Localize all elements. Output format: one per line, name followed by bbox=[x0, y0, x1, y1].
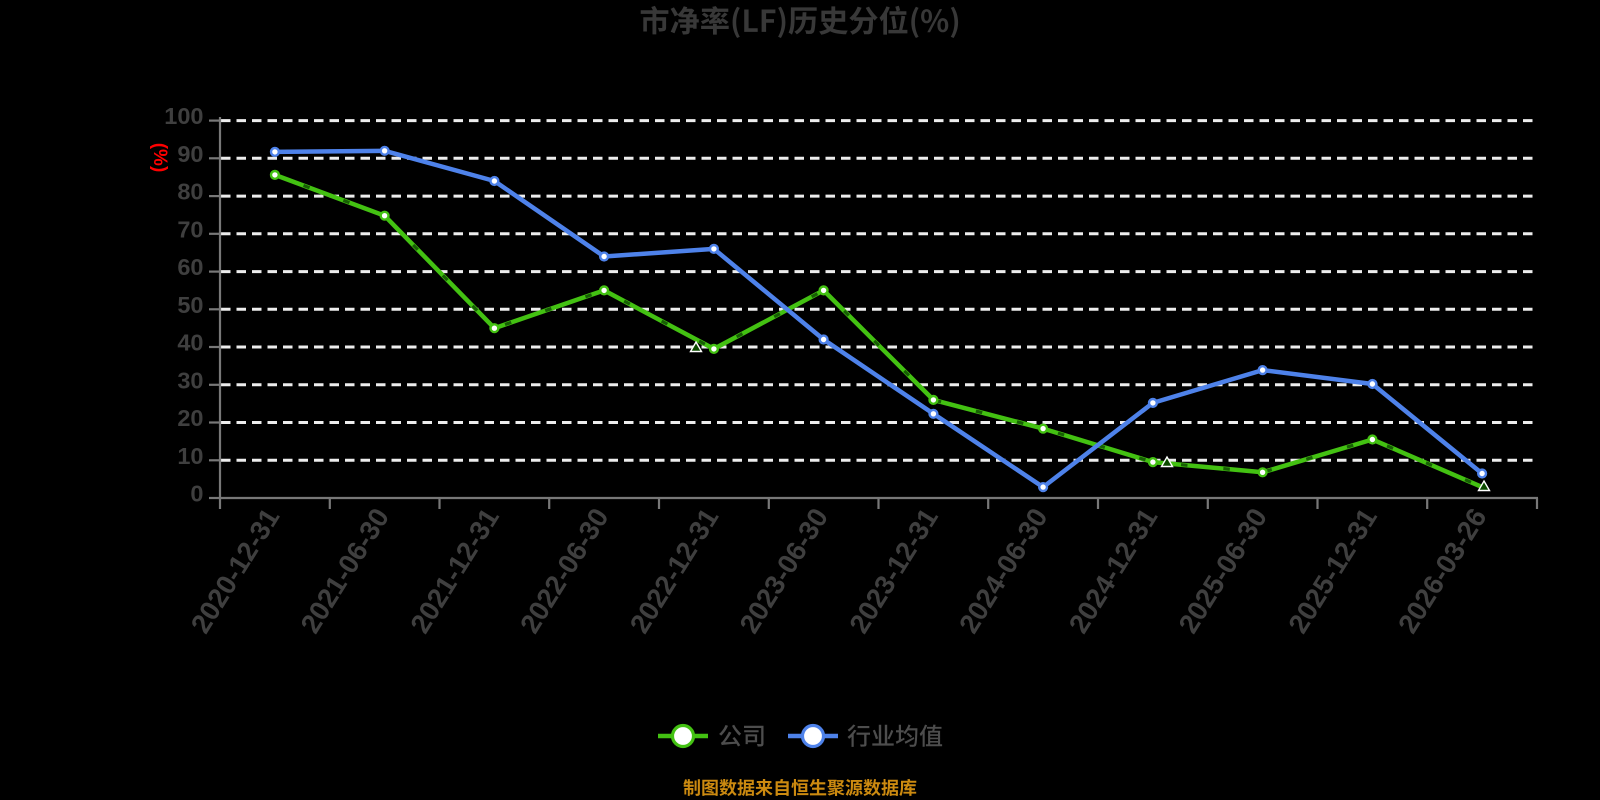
svg-text:10: 10 bbox=[177, 443, 203, 469]
svg-text:30: 30 bbox=[177, 367, 203, 393]
svg-text:70: 70 bbox=[177, 216, 203, 242]
svg-text:0: 0 bbox=[190, 481, 203, 507]
svg-text:20: 20 bbox=[177, 405, 203, 431]
svg-text:60: 60 bbox=[177, 254, 203, 280]
svg-text:100: 100 bbox=[164, 103, 203, 129]
svg-text:(%): (%) bbox=[149, 143, 170, 173]
svg-text:80: 80 bbox=[177, 179, 203, 205]
svg-text:90: 90 bbox=[177, 141, 203, 167]
svg-text:40: 40 bbox=[177, 330, 203, 356]
svg-text:50: 50 bbox=[177, 292, 203, 318]
